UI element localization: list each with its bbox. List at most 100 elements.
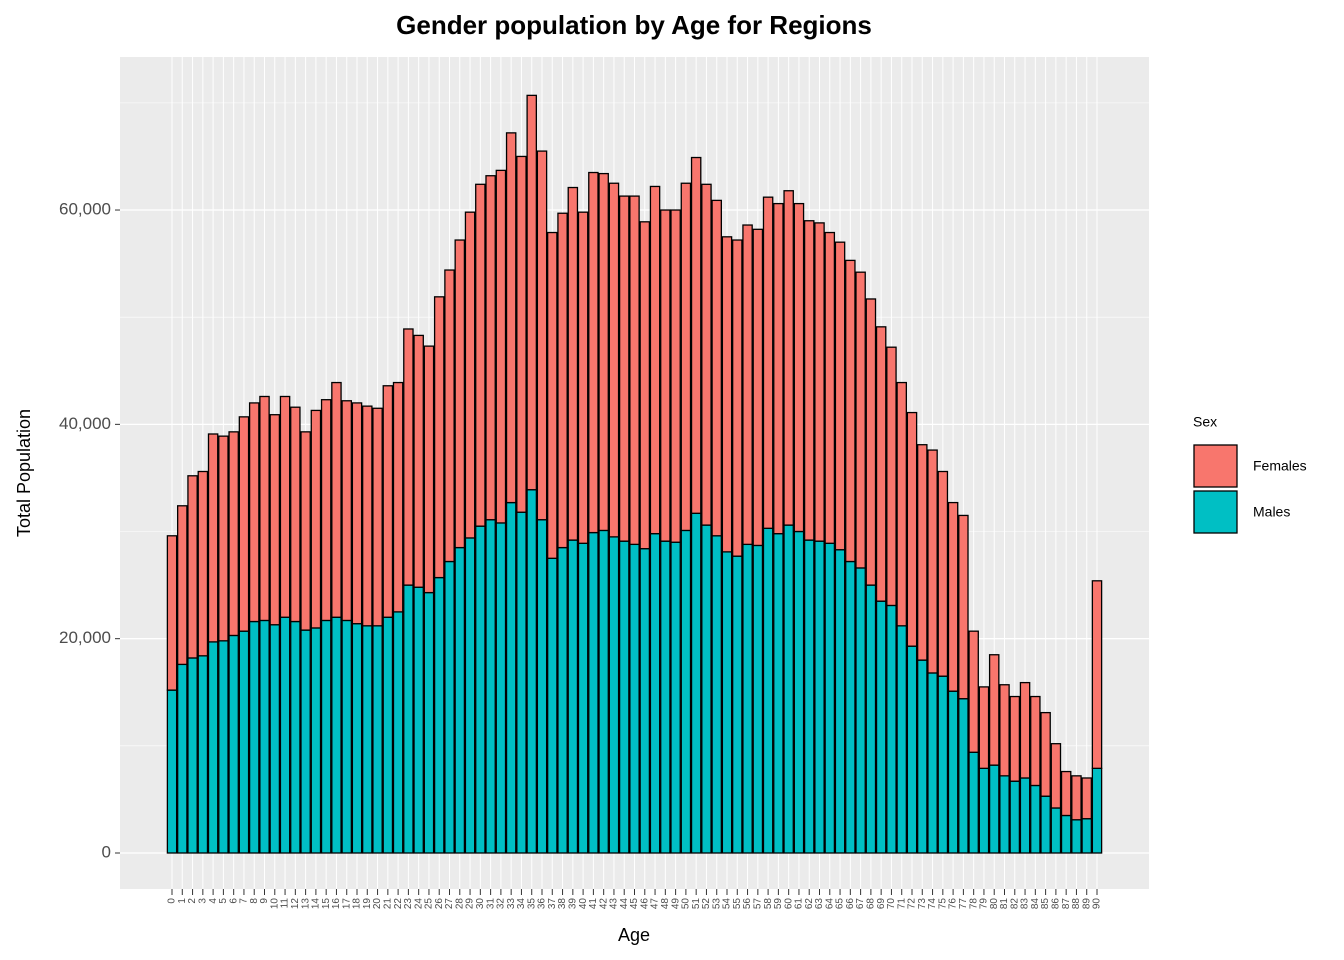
y-tick-label: 20,000 bbox=[59, 628, 111, 647]
bar-segment bbox=[218, 640, 229, 854]
bar-segment bbox=[670, 541, 681, 854]
bar-segment bbox=[968, 751, 979, 854]
bar-segment bbox=[660, 209, 671, 542]
bar-segment bbox=[177, 663, 188, 854]
bar-segment bbox=[290, 406, 301, 623]
x-tick-label: 9 bbox=[259, 898, 270, 904]
bar-segment bbox=[588, 531, 599, 854]
bar-segment bbox=[875, 600, 887, 854]
bar-segment bbox=[721, 236, 733, 553]
bar-segment bbox=[906, 411, 918, 647]
bar-segment bbox=[1019, 777, 1031, 854]
x-tick-label: 68 bbox=[866, 898, 877, 910]
x-tick-label: 70 bbox=[886, 898, 897, 910]
chart-title: Gender population by Age for Regions bbox=[396, 10, 872, 40]
x-tick-label: 60 bbox=[783, 898, 794, 910]
x-tick-label: 58 bbox=[763, 898, 774, 910]
bar-segment bbox=[916, 444, 928, 661]
bar-segment bbox=[526, 94, 537, 491]
x-tick-label: 36 bbox=[537, 898, 548, 910]
bar-segment bbox=[341, 619, 353, 854]
bar-segment bbox=[341, 400, 353, 622]
bar-segment bbox=[916, 659, 928, 854]
bar-segment bbox=[988, 654, 1000, 766]
bar-segment bbox=[300, 431, 311, 631]
x-tick-label: 6 bbox=[228, 898, 239, 904]
x-tick-label: 66 bbox=[845, 898, 856, 910]
bar-segment bbox=[1050, 807, 1062, 854]
bar-segment bbox=[207, 433, 219, 643]
x-tick-label: 64 bbox=[824, 898, 835, 910]
x-tick-label: 78 bbox=[968, 898, 979, 910]
x-tick-label: 41 bbox=[588, 898, 599, 910]
x-tick-label: 37 bbox=[547, 898, 558, 910]
bar-segment bbox=[269, 414, 281, 626]
x-tick-label: 21 bbox=[382, 898, 393, 910]
bar-segment bbox=[320, 399, 332, 622]
legend-label: Females bbox=[1253, 458, 1307, 474]
bar-segment bbox=[701, 183, 712, 526]
bar-segment bbox=[855, 567, 866, 854]
bar-segment bbox=[1030, 784, 1041, 854]
bar-segment bbox=[238, 416, 250, 632]
bar-segment bbox=[629, 195, 640, 546]
bar-segment bbox=[814, 540, 825, 854]
bar-segment bbox=[834, 241, 846, 551]
x-tick-label: 81 bbox=[999, 898, 1010, 910]
bar-segment bbox=[1071, 819, 1082, 854]
bar-segment bbox=[711, 199, 722, 537]
bar-segment bbox=[742, 224, 753, 546]
bar-segment bbox=[1081, 818, 1092, 854]
bar-segment bbox=[536, 519, 548, 854]
bar-segment bbox=[978, 767, 990, 854]
bar-segment bbox=[999, 775, 1010, 854]
bar-segment bbox=[238, 630, 250, 854]
bar-segment bbox=[331, 381, 342, 618]
x-tick-label: 69 bbox=[876, 898, 887, 910]
bar-segment bbox=[279, 616, 291, 854]
x-tick-label: 39 bbox=[567, 898, 578, 910]
bar-segment bbox=[927, 672, 938, 854]
bar-segment bbox=[197, 470, 209, 657]
x-tick-label: 13 bbox=[300, 898, 311, 910]
x-tick-label: 90 bbox=[1092, 898, 1103, 910]
x-tick-label: 75 bbox=[937, 898, 948, 910]
x-tick-label: 34 bbox=[516, 898, 527, 910]
x-tick-label: 44 bbox=[619, 898, 630, 910]
bar-segment bbox=[865, 584, 877, 854]
x-tick-label: 25 bbox=[424, 898, 435, 910]
bar-segment bbox=[732, 555, 743, 854]
bar-segment bbox=[608, 536, 620, 854]
x-tick-label: 55 bbox=[732, 898, 743, 910]
bar-segment bbox=[372, 625, 383, 854]
x-tick-label: 88 bbox=[1071, 898, 1082, 910]
x-tick-label: 87 bbox=[1061, 898, 1072, 910]
x-tick-label: 72 bbox=[907, 898, 918, 910]
x-tick-label: 18 bbox=[352, 898, 363, 910]
bar-segment bbox=[444, 269, 455, 563]
bar-segment bbox=[577, 211, 589, 544]
bar-segment bbox=[413, 334, 424, 588]
x-tick-label: 86 bbox=[1051, 898, 1062, 910]
bar-segment bbox=[526, 489, 537, 854]
x-tick-label: 77 bbox=[958, 898, 969, 910]
bar-segment bbox=[618, 540, 630, 854]
x-tick-label: 16 bbox=[331, 898, 342, 910]
x-tick-label: 10 bbox=[269, 898, 280, 910]
bar-segment bbox=[855, 271, 866, 569]
bar-segment bbox=[1091, 767, 1103, 854]
bar-segment bbox=[845, 560, 856, 854]
bar-segment bbox=[906, 645, 918, 854]
x-tick-label: 26 bbox=[434, 898, 445, 910]
x-tick-label: 85 bbox=[1040, 898, 1051, 910]
x-tick-label: 43 bbox=[609, 898, 620, 910]
x-tick-label: 62 bbox=[804, 898, 815, 910]
bar-segment bbox=[320, 619, 332, 854]
legend-title: Sex bbox=[1193, 414, 1217, 430]
bar-segment bbox=[896, 625, 907, 854]
bar-segment bbox=[886, 346, 897, 607]
bar-segment bbox=[248, 402, 260, 623]
bar-segment bbox=[608, 182, 620, 538]
bar-segment bbox=[783, 190, 794, 526]
